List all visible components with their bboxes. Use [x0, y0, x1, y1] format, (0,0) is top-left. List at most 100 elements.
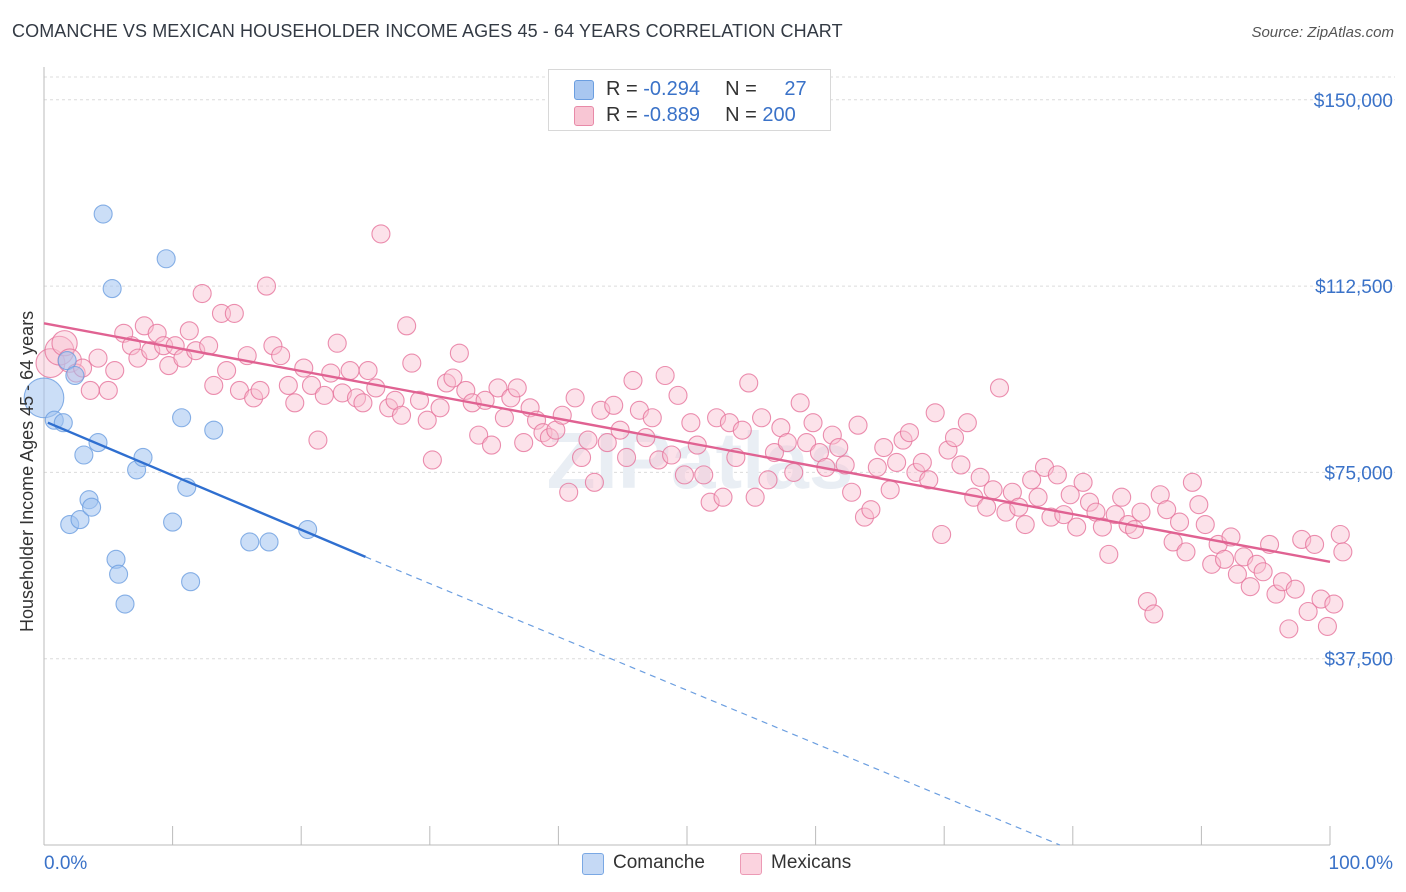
- comanche-point: [57, 351, 77, 371]
- mexicans-point: [1073, 472, 1093, 492]
- mexicans-point: [1324, 594, 1344, 614]
- mexicans-point: [88, 348, 108, 368]
- mexicans-point: [1247, 554, 1267, 574]
- mexicans-point: [1047, 465, 1067, 485]
- legend-r-label: R =: [606, 78, 644, 100]
- comanche-point: [181, 572, 201, 592]
- mexicans-point: [1112, 487, 1132, 507]
- mexicans-trend-line: [43, 322, 1331, 563]
- mexicans-point: [327, 333, 347, 353]
- mexicans-point: [668, 385, 688, 405]
- mexicans-point: [655, 365, 675, 386]
- bottom-legend-label: Mexicans: [771, 852, 852, 873]
- trend-lines: [43, 322, 1331, 846]
- mexicans-point: [822, 425, 842, 445]
- comanche-point: [240, 532, 260, 552]
- comanche-point: [172, 408, 192, 428]
- legend-swatch-comanche: [574, 80, 594, 100]
- mexicans-point: [366, 378, 386, 398]
- mexicans-point: [456, 380, 476, 400]
- y-tick-label: $112,500: [1315, 277, 1393, 298]
- mexicans-point: [244, 388, 264, 408]
- chart-title: COMANCHE VS MEXICAN HOUSEHOLDER INCOME A…: [12, 21, 843, 41]
- mexicans-point: [278, 375, 298, 395]
- mexicans-point: [105, 360, 125, 381]
- comanche-point: [156, 249, 176, 269]
- mexicans-point: [1067, 517, 1087, 537]
- axes: [43, 67, 1331, 846]
- mexicans-point: [989, 378, 1010, 398]
- mexicans-point: [1092, 517, 1112, 537]
- mexicans-point: [938, 440, 958, 460]
- mexicans-point: [617, 447, 637, 468]
- stats-legend: R = -0.294 N = 27 R = -0.889 N = 200: [548, 69, 831, 131]
- mexicans-point: [1298, 601, 1318, 622]
- mexicans-point: [409, 390, 430, 410]
- source-label: Source: ZipAtlas.com: [1251, 24, 1394, 41]
- mexicans-point: [488, 378, 508, 398]
- legend-n-label: N =: [725, 104, 763, 126]
- mexicans-point: [321, 363, 341, 383]
- mexicans-point: [1333, 542, 1353, 562]
- mexicans-point: [571, 447, 592, 468]
- mexicans-point: [584, 472, 604, 492]
- mexicans-point: [1015, 515, 1035, 535]
- mexicans-point: [874, 437, 894, 458]
- mexicans-point: [514, 433, 534, 453]
- mexicans-point: [893, 430, 913, 450]
- legend-r-value: -0.294: [643, 78, 700, 100]
- mexicans-point: [957, 413, 977, 433]
- mexicans-point: [1189, 495, 1209, 515]
- mexicans-point: [263, 336, 283, 356]
- mexicans-point: [970, 467, 990, 487]
- mexicans-point: [1176, 542, 1196, 562]
- mexicans-point: [141, 341, 161, 361]
- mexicans-point: [951, 455, 971, 475]
- mexicans-point: [578, 430, 598, 450]
- comanche-trend-line: [47, 421, 366, 558]
- mexicans-point: [1240, 577, 1260, 597]
- mexicans-point: [899, 423, 920, 443]
- mexicans-point: [752, 408, 772, 428]
- mexicans-point: [732, 420, 752, 440]
- mexicans-point: [1028, 487, 1048, 507]
- mexicans-point: [713, 487, 733, 507]
- bottom-legend-swatch-comanche: [582, 853, 604, 875]
- mexicans-point: [1214, 549, 1235, 569]
- mexicans-point: [591, 400, 611, 420]
- mexicans-point: [1079, 492, 1100, 512]
- mexicans-point: [565, 388, 585, 408]
- mexicans-point: [358, 360, 378, 381]
- mexicans-point: [391, 405, 412, 425]
- mexicans-point: [204, 375, 224, 395]
- mexicans-point: [636, 428, 656, 448]
- x-tick-label: 100.0%: [1329, 853, 1394, 874]
- mexicans-point: [777, 433, 797, 453]
- mexicans-point: [1131, 502, 1151, 522]
- mexicans-point: [285, 393, 305, 413]
- mexicans-point: [443, 368, 463, 388]
- mexicans-point: [925, 403, 945, 423]
- comanche-point: [109, 564, 129, 584]
- mexicans-point: [674, 465, 694, 485]
- mexicans-point: [1105, 505, 1125, 525]
- mexicans-point: [623, 370, 643, 391]
- mexicans-point: [996, 502, 1016, 522]
- mexicans-point: [397, 316, 417, 336]
- mexicans-point: [867, 457, 887, 477]
- mexicans-point: [758, 470, 778, 490]
- mexicans-point: [294, 358, 314, 378]
- mexicans-point: [1317, 616, 1337, 636]
- mexicans-point: [1292, 529, 1312, 550]
- mexicans-point: [1285, 579, 1305, 599]
- mexicans-point: [507, 378, 527, 398]
- comanche-point: [65, 365, 85, 386]
- legend-n-label: N =: [725, 78, 763, 100]
- mexicans-point: [694, 465, 714, 485]
- mexicans-point: [662, 445, 682, 465]
- comanche-point: [88, 433, 108, 453]
- comanche-trend-extension: [365, 556, 1061, 846]
- mexicans-point: [250, 380, 270, 400]
- mexicans-point: [308, 430, 328, 450]
- legend-n-value: 27: [784, 78, 807, 100]
